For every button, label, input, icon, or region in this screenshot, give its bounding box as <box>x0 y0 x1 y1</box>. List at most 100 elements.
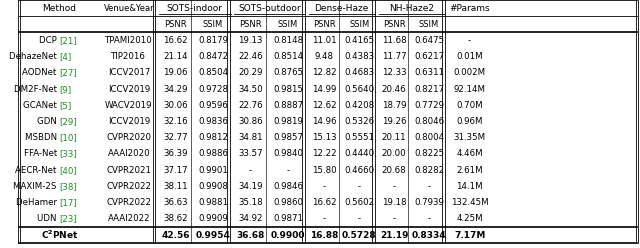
Text: 0.6475: 0.6475 <box>414 36 444 45</box>
Text: [9]: [9] <box>60 85 72 94</box>
Text: [4]: [4] <box>60 52 72 61</box>
Text: 31.35M: 31.35M <box>454 133 486 142</box>
Text: 0.8765: 0.8765 <box>273 68 303 77</box>
Text: SSIM: SSIM <box>278 20 298 29</box>
Text: 0.7729: 0.7729 <box>414 101 444 110</box>
Text: 0.002M: 0.002M <box>454 68 486 77</box>
Text: 0.96M: 0.96M <box>456 117 483 126</box>
Text: 20.00: 20.00 <box>382 150 406 158</box>
Text: UDN: UDN <box>37 214 60 223</box>
Text: 0.9909: 0.9909 <box>198 214 228 223</box>
Text: -: - <box>392 214 396 223</box>
Text: 19.18: 19.18 <box>382 198 406 207</box>
Text: 0.8225: 0.8225 <box>414 150 444 158</box>
Text: 0.8046: 0.8046 <box>414 117 444 126</box>
Text: $\mathbf{C^2PNet}$: $\mathbf{C^2PNet}$ <box>41 229 79 241</box>
Text: 30.86: 30.86 <box>238 117 263 126</box>
Text: 36.39: 36.39 <box>163 150 188 158</box>
Text: [10]: [10] <box>60 133 77 142</box>
Text: 0.8504: 0.8504 <box>198 68 228 77</box>
Text: TIP2016: TIP2016 <box>111 52 147 61</box>
Text: 0.5326: 0.5326 <box>344 117 374 126</box>
Text: 4.46M: 4.46M <box>456 150 483 158</box>
Text: PSNR: PSNR <box>313 20 335 29</box>
Text: Venue&Year: Venue&Year <box>104 4 154 13</box>
Text: [27]: [27] <box>60 68 77 77</box>
Text: 0.9857: 0.9857 <box>273 133 303 142</box>
Text: 0.4208: 0.4208 <box>344 101 374 110</box>
Text: 11.01: 11.01 <box>312 36 337 45</box>
Text: Dense-Haze: Dense-Haze <box>314 4 369 13</box>
Text: 0.4683: 0.4683 <box>344 68 374 77</box>
Text: 16.62: 16.62 <box>163 36 188 45</box>
Text: 36.68: 36.68 <box>236 231 265 240</box>
Text: 38.62: 38.62 <box>163 214 188 223</box>
Text: 0.8217: 0.8217 <box>414 85 444 94</box>
Text: NH-Haze2: NH-Haze2 <box>389 4 434 13</box>
Text: 33.57: 33.57 <box>238 150 263 158</box>
Text: 16.62: 16.62 <box>312 198 337 207</box>
Text: AODNet: AODNet <box>22 68 60 77</box>
Text: 0.9901: 0.9901 <box>198 166 228 175</box>
Text: [21]: [21] <box>60 36 77 45</box>
Text: -: - <box>249 166 252 175</box>
Text: 19.06: 19.06 <box>163 68 188 77</box>
Text: 0.8148: 0.8148 <box>273 36 303 45</box>
Text: 34.92: 34.92 <box>238 214 263 223</box>
Text: 0.4440: 0.4440 <box>344 150 374 158</box>
Text: -: - <box>428 182 431 191</box>
Text: 12.62: 12.62 <box>312 101 337 110</box>
Text: 32.77: 32.77 <box>163 133 188 142</box>
Text: 0.9812: 0.9812 <box>198 133 228 142</box>
Text: 15.13: 15.13 <box>312 133 337 142</box>
Text: SSIM: SSIM <box>203 20 223 29</box>
Text: 0.9954: 0.9954 <box>196 231 230 240</box>
Text: DM2F-Net: DM2F-Net <box>14 85 60 94</box>
Text: 20.29: 20.29 <box>238 68 263 77</box>
Text: MSBDN: MSBDN <box>25 133 60 142</box>
Text: 0.9881: 0.9881 <box>198 198 228 207</box>
Text: 20.11: 20.11 <box>382 133 406 142</box>
Text: 18.79: 18.79 <box>382 101 406 110</box>
Text: CVPR2022: CVPR2022 <box>106 198 152 207</box>
Text: AECR-Net: AECR-Net <box>15 166 60 175</box>
Text: 0.9836: 0.9836 <box>198 117 228 126</box>
Text: -: - <box>358 182 361 191</box>
Text: 0.9900: 0.9900 <box>271 231 305 240</box>
Text: 14.1M: 14.1M <box>456 182 483 191</box>
Text: 32.16: 32.16 <box>163 117 188 126</box>
Text: -: - <box>287 166 289 175</box>
Text: 0.5728: 0.5728 <box>342 231 376 240</box>
Text: 14.96: 14.96 <box>312 117 337 126</box>
Text: DeHamer: DeHamer <box>16 198 60 207</box>
Text: CVPR2022: CVPR2022 <box>106 182 152 191</box>
Text: SOTS-indoor: SOTS-indoor <box>166 4 222 13</box>
Text: Method: Method <box>43 4 77 13</box>
Text: 0.8887: 0.8887 <box>273 101 303 110</box>
Text: SSIM: SSIM <box>419 20 439 29</box>
Text: 19.26: 19.26 <box>382 117 406 126</box>
Text: 21.14: 21.14 <box>163 52 188 61</box>
Text: CVPR2021: CVPR2021 <box>106 166 152 175</box>
Text: ICCV2019: ICCV2019 <box>108 85 150 94</box>
Text: 15.80: 15.80 <box>312 166 337 175</box>
Text: 0.9846: 0.9846 <box>273 182 303 191</box>
Text: 16.88: 16.88 <box>310 231 339 240</box>
Text: DCP: DCP <box>39 36 60 45</box>
Text: 0.6311: 0.6311 <box>414 68 444 77</box>
Text: -: - <box>358 214 361 223</box>
Text: 0.8179: 0.8179 <box>198 36 228 45</box>
Text: SSIM: SSIM <box>349 20 369 29</box>
Text: 0.9819: 0.9819 <box>273 117 303 126</box>
Text: 0.70M: 0.70M <box>456 101 483 110</box>
Text: 132.45M: 132.45M <box>451 198 488 207</box>
Text: 38.11: 38.11 <box>163 182 188 191</box>
Text: 0.7939: 0.7939 <box>414 198 444 207</box>
Text: 34.29: 34.29 <box>163 85 188 94</box>
Text: CVPR2020: CVPR2020 <box>106 133 152 142</box>
Text: 7.17M: 7.17M <box>454 231 485 240</box>
Text: 42.56: 42.56 <box>161 231 190 240</box>
Text: 0.4165: 0.4165 <box>344 36 374 45</box>
Text: PSNR: PSNR <box>164 20 187 29</box>
Text: PSNR: PSNR <box>383 20 405 29</box>
